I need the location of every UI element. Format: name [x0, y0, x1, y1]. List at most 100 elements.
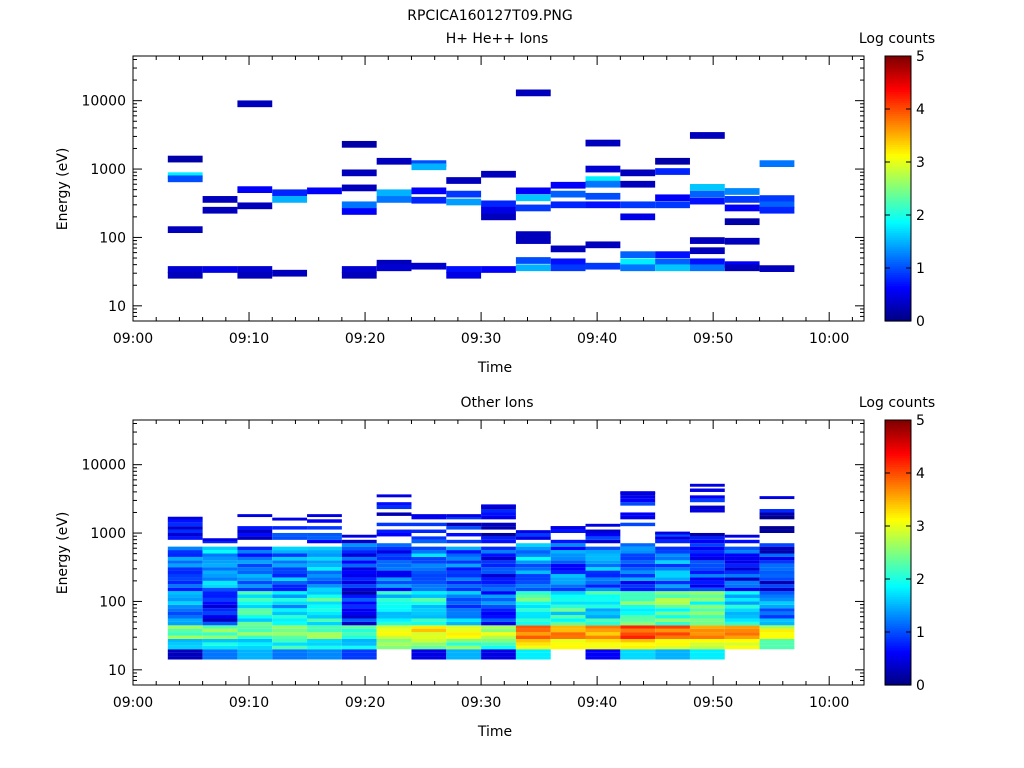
heatmap-cell [446, 649, 482, 653]
panel-1-colorbar-swatch [885, 56, 911, 59]
heatmap-cell [759, 615, 795, 619]
heatmap-cell [272, 642, 308, 646]
heatmap-cell [759, 206, 795, 214]
panel-1-colorbar-swatch [885, 248, 911, 251]
panel-2-colorbar-swatch [885, 444, 911, 448]
heatmap-cell [620, 649, 656, 653]
heatmap-cell [446, 573, 482, 578]
heatmap-cell [620, 628, 656, 633]
heatmap-cell [515, 577, 551, 581]
heatmap-cell [620, 556, 656, 561]
heatmap-cell [515, 597, 551, 602]
heatmap-cell [585, 180, 621, 188]
panel-2-colorbar-swatch [885, 643, 911, 646]
panel-1-colorbar-tick-label: 4 [916, 102, 925, 118]
heatmap-cell [550, 546, 586, 551]
heatmap-cell [446, 645, 482, 650]
panel-1-colorbar-swatch [885, 62, 911, 66]
heatmap-cell [759, 560, 795, 564]
heatmap-cell [620, 502, 656, 506]
panel-1-colorbar-swatch [885, 155, 911, 159]
heatmap-cell [620, 491, 656, 495]
panel-2-colorbar-swatch [885, 645, 911, 649]
heatmap-cell [237, 649, 273, 653]
heatmap-cell [689, 635, 725, 640]
heatmap-cell [759, 546, 795, 551]
heatmap-cell [446, 625, 482, 629]
heatmap-cell [237, 642, 273, 646]
panel-1-colorbar-swatch [885, 60, 911, 64]
heatmap-cell [341, 184, 377, 192]
heatmap-cell [620, 180, 656, 188]
heatmap-cell [411, 628, 447, 633]
heatmap-cell [376, 556, 412, 561]
panel-1-colorbar-swatch [885, 190, 911, 194]
heatmap-cell [376, 573, 412, 578]
panel-1-colorbar-swatch [885, 177, 911, 181]
heatmap-cell [759, 594, 795, 598]
panel-2-colorbar-swatch [885, 477, 911, 481]
heatmap-cell [341, 615, 377, 619]
heatmap-cell [655, 553, 690, 557]
heatmap-cell [689, 560, 725, 564]
panel-1-colorbar-swatch [885, 109, 911, 112]
heatmap-cell [759, 496, 795, 500]
heatmap-cell [446, 515, 482, 520]
heatmap-cell [481, 577, 516, 581]
heatmap-cell [655, 546, 690, 551]
heatmap-cell [689, 483, 725, 487]
panel-1-colorbar-tick-label: 1 [916, 261, 925, 277]
heatmap-cell [272, 594, 308, 598]
heatmap-cell [272, 580, 308, 585]
panel-2-colorbar-swatch [885, 506, 911, 509]
heatmap-cell [620, 543, 656, 547]
heatmap-cell [167, 656, 203, 660]
heatmap-cell [202, 591, 238, 595]
heatmap-cell [202, 587, 238, 592]
panel-2-colorbar-swatch [885, 634, 911, 638]
heatmap-cell [620, 495, 656, 499]
heatmap-cell [515, 649, 551, 653]
panel-2-colorbar-swatch [885, 526, 911, 529]
heatmap-cell [515, 237, 551, 244]
panel-2-colorbar-swatch [885, 618, 911, 622]
heatmap-cell [446, 587, 482, 592]
heatmap-cell [655, 531, 690, 535]
panel-1-colorbar-swatch [885, 290, 911, 293]
heatmap-cell [689, 642, 725, 646]
panel-2-colorbar-swatch [885, 583, 911, 587]
panel-1-colorbar-swatch [885, 208, 911, 212]
heatmap-cell [655, 550, 690, 554]
heatmap-cell [620, 642, 656, 646]
heatmap-cell [515, 257, 551, 264]
heatmap-cell [376, 594, 412, 598]
heatmap-cell [202, 550, 238, 554]
panel-1-colorbar-swatch [885, 137, 911, 141]
heatmap-cell [341, 618, 377, 622]
heatmap-cell [202, 560, 238, 564]
panel-2-colorbar-swatch [885, 660, 911, 664]
heatmap-cell [411, 539, 447, 544]
panel-1-colorbar-swatch [885, 274, 911, 278]
heatmap-cell [272, 556, 308, 561]
heatmap-cell [759, 160, 795, 168]
heatmap-cell [759, 587, 795, 592]
heatmap-cell [167, 625, 203, 629]
heatmap-cell [585, 262, 621, 270]
heatmap-cell [202, 539, 238, 544]
heatmap-cell [202, 608, 238, 612]
heatmap-cell [620, 550, 656, 554]
heatmap-cell [272, 638, 308, 643]
heatmap-cell [446, 611, 482, 616]
heatmap-cell [550, 615, 586, 619]
heatmap-cell [620, 570, 656, 575]
heatmap-cell [376, 628, 412, 633]
panel-2-colorbar-swatch [885, 669, 911, 673]
heatmap-cell [411, 632, 447, 636]
heatmap-cell [167, 522, 203, 527]
heatmap-cell [167, 532, 203, 537]
panel-2-x-tick-label: 09:00 [113, 695, 153, 711]
heatmap-cell [585, 621, 621, 626]
heatmap-cell [237, 638, 273, 643]
